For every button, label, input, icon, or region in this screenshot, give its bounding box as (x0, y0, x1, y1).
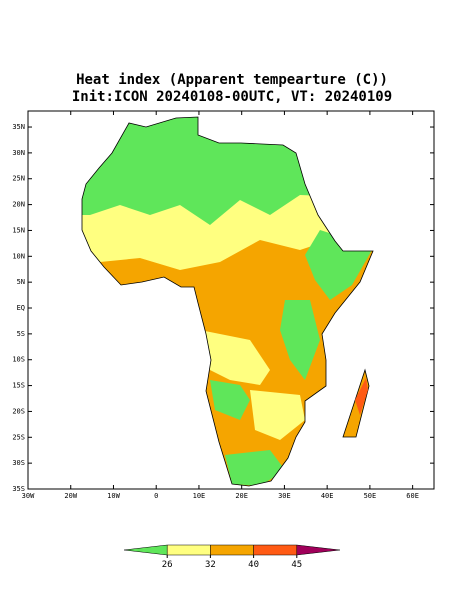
lat-tick-label: 10N (12, 252, 25, 260)
lon-tick-label: 10W (107, 492, 120, 500)
lon-tick-label: 20E (235, 492, 248, 500)
lat-tick-label: 25S (12, 433, 25, 441)
colorbar-segment (296, 544, 341, 556)
lon-tick-label: 30W (22, 492, 35, 500)
colorbar-segment (253, 544, 298, 556)
lat-tick-label: 15S (12, 382, 25, 390)
lon-tick-label: 30E (278, 492, 291, 500)
lat-tick-label: 30S (12, 459, 25, 467)
colorbar-label: 45 (291, 560, 302, 570)
madagascar-hot (355, 378, 368, 415)
lon-tick-label: 40E (321, 492, 334, 500)
colorbar-segment (210, 544, 254, 556)
colorbar-segment (123, 544, 168, 556)
axis-ticks: 35S 30S 25S 20S 15S 10S 5S EQ 5N 10N 15N 20N 25N 30N 3… (12, 111, 434, 500)
lat-tick-label: 5N (17, 278, 25, 286)
lat-tick-label: 35S (12, 485, 25, 493)
colorbar: 26 32 40 45 (123, 544, 341, 570)
lat-tick-label: 35N (12, 123, 25, 131)
lon-tick-label: 0 (154, 492, 158, 500)
lon-tick-label: 60E (406, 492, 419, 500)
lat-tick-label: 30N (12, 149, 25, 157)
colorbar-label: 32 (205, 560, 216, 570)
title: Heat index (Apparent tempearture (C)) (76, 72, 388, 88)
lat-tick-label: EQ (17, 304, 25, 312)
lat-tick-label: 20S (12, 407, 25, 415)
lon-tick-label: 50E (364, 492, 377, 500)
colorbar-label: 26 (162, 560, 173, 570)
lat-tick-label: 15N (12, 226, 25, 234)
lat-tick-label: 25N (12, 175, 25, 183)
lat-tick-label: 20N (12, 201, 25, 209)
colorbar-label: 40 (248, 560, 259, 570)
lon-tick-label: 10E (193, 492, 206, 500)
lat-tick-label: 10S (12, 356, 25, 364)
lat-tick-label: 5S (17, 330, 25, 338)
subtitle: Init:ICON 20240108-00UTC, VT: 20240109 (72, 89, 392, 105)
coastline (81, 116, 374, 487)
lon-tick-label: 20W (64, 492, 77, 500)
colorbar-segment (166, 544, 211, 556)
